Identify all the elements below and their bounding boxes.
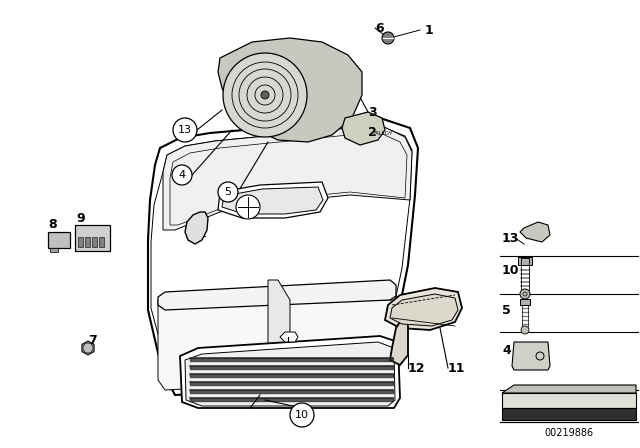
Bar: [85, 237, 90, 247]
Circle shape: [521, 326, 529, 334]
Circle shape: [382, 32, 394, 44]
Text: 8: 8: [48, 217, 56, 231]
Text: 11: 11: [448, 362, 465, 375]
Polygon shape: [342, 112, 385, 145]
Polygon shape: [502, 393, 636, 408]
Polygon shape: [390, 322, 408, 365]
Polygon shape: [385, 288, 462, 330]
Bar: [50, 248, 58, 252]
Text: FALSCH: FALSCH: [374, 130, 392, 135]
Polygon shape: [82, 341, 94, 355]
Circle shape: [218, 182, 238, 202]
Polygon shape: [218, 38, 362, 142]
Polygon shape: [158, 300, 396, 390]
Polygon shape: [222, 187, 323, 214]
Bar: [92, 237, 97, 247]
Polygon shape: [520, 222, 550, 242]
Polygon shape: [390, 294, 458, 326]
Text: 10: 10: [502, 263, 520, 276]
Polygon shape: [180, 336, 400, 408]
Bar: [99, 237, 104, 247]
Text: 13: 13: [178, 125, 192, 135]
Bar: [78, 237, 83, 247]
Polygon shape: [148, 118, 418, 395]
Text: 00219886: 00219886: [545, 428, 593, 438]
Circle shape: [520, 289, 530, 299]
Polygon shape: [163, 125, 412, 230]
Bar: [520, 299, 530, 305]
Text: 2: 2: [368, 125, 377, 138]
Circle shape: [261, 91, 269, 99]
Text: 5: 5: [502, 303, 511, 316]
Text: 10: 10: [295, 410, 309, 420]
Polygon shape: [158, 280, 396, 310]
Polygon shape: [512, 342, 550, 370]
Text: 12: 12: [408, 362, 426, 375]
Polygon shape: [185, 212, 208, 244]
Circle shape: [172, 165, 192, 185]
Bar: [518, 257, 532, 265]
Circle shape: [173, 118, 197, 142]
Text: 4: 4: [502, 344, 511, 357]
Text: 7: 7: [88, 333, 97, 346]
Text: 4: 4: [179, 170, 186, 180]
Bar: [48, 232, 70, 248]
Polygon shape: [280, 332, 298, 342]
Circle shape: [223, 53, 307, 137]
Bar: [75, 225, 110, 251]
Text: 6: 6: [375, 22, 383, 34]
Text: 3: 3: [368, 105, 376, 119]
Text: 1: 1: [425, 23, 434, 36]
Circle shape: [290, 403, 314, 427]
Circle shape: [236, 195, 260, 219]
Text: 13: 13: [502, 232, 520, 245]
Text: 9: 9: [76, 211, 84, 224]
Polygon shape: [268, 280, 290, 378]
Polygon shape: [502, 385, 636, 393]
Polygon shape: [502, 408, 636, 420]
Text: 5: 5: [225, 187, 232, 197]
Polygon shape: [185, 342, 395, 406]
Polygon shape: [218, 182, 328, 218]
